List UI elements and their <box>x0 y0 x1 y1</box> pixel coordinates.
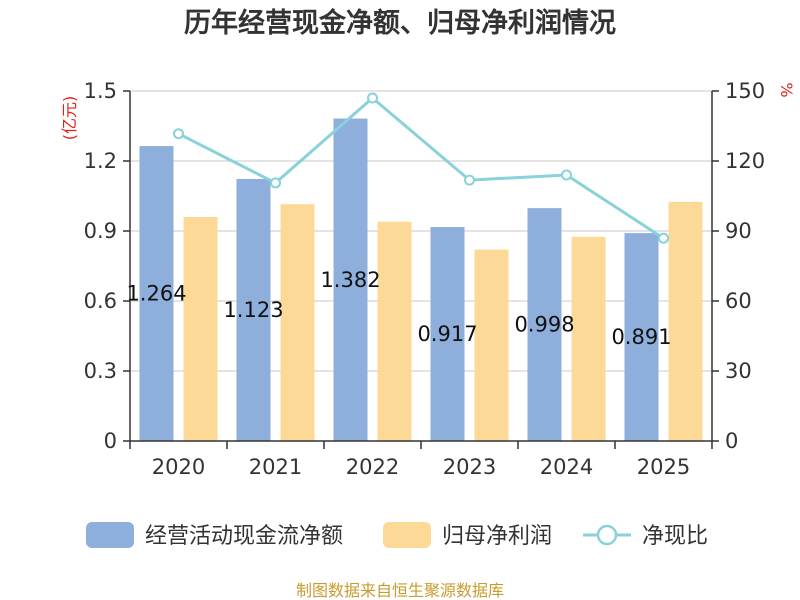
x-tick-label: 2023 <box>443 455 496 479</box>
legend: 经营活动现金流净额 归母净利润 净现比 <box>86 522 708 549</box>
bar-net-profit <box>571 236 606 441</box>
cash-ratio-point <box>561 169 572 181</box>
bar-cash-flow <box>236 178 271 441</box>
right-axis-unit: % <box>777 82 796 97</box>
bar-net-profit <box>474 249 509 441</box>
legend-swatch-cash-flow <box>86 522 134 548</box>
legend-swatch-marker <box>596 524 618 546</box>
x-tick-label: 2020 <box>152 455 205 479</box>
bar-cash-flow <box>527 208 562 441</box>
bar-cash-flow <box>624 233 659 441</box>
legend-label-cash-ratio: 净现比 <box>642 524 708 549</box>
left-tick-label: 1.5 <box>84 79 117 103</box>
x-tick-label: 2024 <box>540 455 593 479</box>
left-tick-label: 0.9 <box>84 219 117 243</box>
legend-swatch-net-profit <box>383 522 431 548</box>
x-tick-label: 2022 <box>346 455 399 479</box>
bar-value-label: 0.998 <box>514 313 574 337</box>
cash-ratio-point <box>270 177 281 189</box>
x-tick-label: 2025 <box>637 455 690 479</box>
bar-value-label: 1.382 <box>320 268 380 292</box>
right-tick-label: 60 <box>725 289 752 313</box>
gridlines <box>130 90 712 372</box>
bar-cash-flow <box>139 146 174 442</box>
right-tick-label: 30 <box>725 359 752 383</box>
left-tick-label: 0 <box>104 429 117 453</box>
bar-value-label: 1.123 <box>223 298 283 322</box>
right-tick-label: 0 <box>725 429 738 453</box>
right-tick-label: 120 <box>725 149 765 173</box>
bar-net-profit <box>668 201 703 441</box>
bar-cash-flow <box>430 227 465 441</box>
bar-net-profit <box>280 204 315 441</box>
left-tick-label: 1.2 <box>84 149 117 173</box>
right-tick-label: 150 <box>725 79 765 103</box>
bar-value-label: 0.891 <box>611 325 671 349</box>
axes: 0 0.3 0.6 0.9 1.2 1.5 0 30 60 90 120 150 2020 2021 202… <box>84 79 766 479</box>
left-tick-label: 0.3 <box>84 359 117 383</box>
bar-value-label: 0.917 <box>417 322 477 346</box>
cash-ratio-line <box>177 96 665 240</box>
left-axis-unit: (亿元) <box>60 96 79 141</box>
legend-label-cash-flow: 经营活动现金流净额 <box>145 524 343 549</box>
data-labels: 1.264 1.123 1.382 0.917 0.998 0.891 <box>126 268 671 349</box>
source-note: 制图数据来自恒生聚源数据库 <box>296 581 504 600</box>
x-tick-label: 2021 <box>249 455 302 479</box>
cash-ratio-point <box>173 128 184 140</box>
left-tick-label: 0.6 <box>84 289 117 313</box>
bar-net-profit <box>377 221 412 441</box>
legend-label-net-profit: 归母净利润 <box>442 524 552 549</box>
bar-cash-flow <box>333 118 368 442</box>
cash-ratio-point <box>464 174 475 186</box>
right-tick-label: 90 <box>725 219 752 243</box>
cash-ratio-point <box>658 232 669 244</box>
bar-net-profit <box>183 217 218 441</box>
bar-value-label: 1.264 <box>126 282 186 306</box>
bar-series <box>139 118 703 442</box>
chart-title: 历年经营现金净额、归母净利润情况 <box>184 7 616 39</box>
cash-ratio-point <box>367 92 378 104</box>
line-series <box>173 92 669 244</box>
